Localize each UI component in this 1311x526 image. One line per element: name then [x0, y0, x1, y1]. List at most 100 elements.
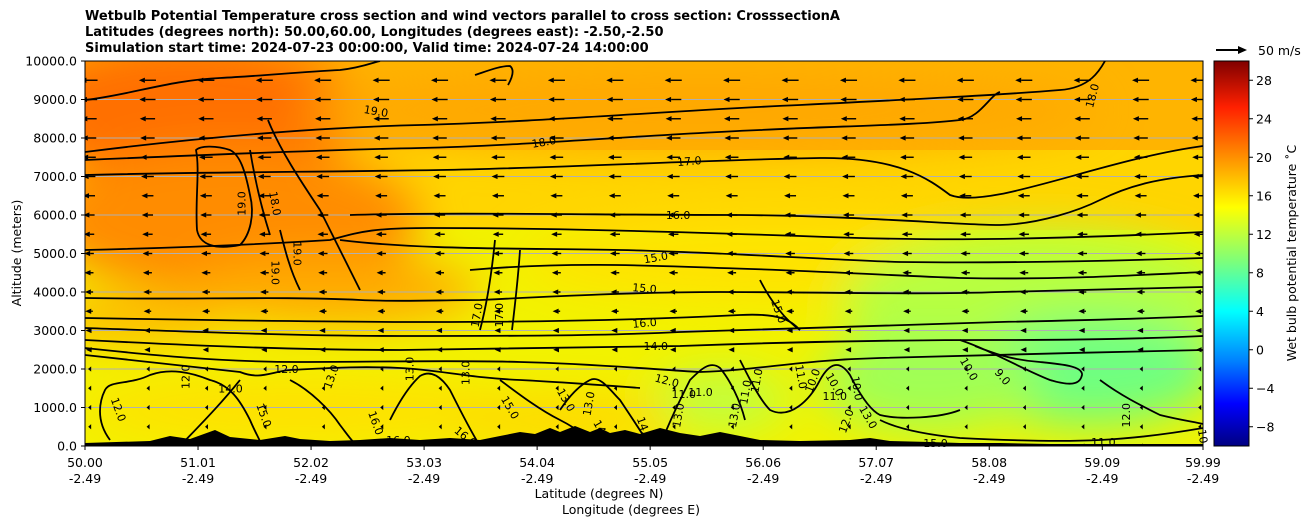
wind-arrow	[555, 404, 559, 411]
wind-arrow	[256, 96, 273, 103]
wind-arrow	[609, 212, 621, 218]
wind-arrow	[613, 385, 617, 391]
contour-line	[479, 239, 496, 331]
wind-arrow	[491, 154, 505, 160]
wind-arrow	[491, 193, 504, 199]
wind-arrow	[202, 308, 210, 314]
wind-arrow	[85, 193, 95, 199]
wind-arrow	[552, 289, 561, 295]
wind-arrow	[1078, 327, 1085, 334]
wind-arrow	[143, 308, 152, 314]
wind-arrow	[723, 77, 741, 83]
wind-arrow	[493, 250, 503, 257]
wind-arrow	[899, 135, 915, 141]
wind-arrow	[1022, 366, 1026, 372]
x-axis-label-longitude: Longitude (degrees E)	[562, 502, 700, 517]
wind-arrow	[730, 443, 734, 446]
wind-arrow	[493, 270, 503, 276]
y-tick-label: 7000.0	[33, 169, 77, 184]
wind-arrow	[672, 385, 676, 391]
wind-arrow	[433, 193, 446, 199]
wind-arrow	[318, 289, 327, 295]
wind-arrow	[847, 385, 851, 391]
colorbar-ticks: −8 −4 0 4 8 12 16 20 24 28	[1249, 73, 1274, 434]
svg-text:16.0: 16.0	[666, 209, 691, 222]
wind-arrow	[1022, 404, 1026, 411]
contour-line	[85, 61, 1106, 153]
contour-line	[85, 227, 1203, 251]
wind-arrow	[1139, 424, 1143, 430]
wind-arrow	[494, 327, 501, 334]
contour-label: 19.0	[268, 261, 281, 286]
svg-text:17.0: 17.0	[677, 154, 703, 169]
wind-arrow	[491, 173, 505, 180]
wind-arrow	[85, 135, 97, 141]
wind-arrow	[85, 308, 93, 314]
wind-arrow	[670, 347, 676, 353]
wind-arrow	[555, 385, 559, 391]
wind-arrow	[373, 116, 389, 122]
wind-arrow	[727, 308, 736, 314]
wind-arrow	[373, 135, 389, 141]
wind-arrow	[902, 289, 912, 295]
wind-arrow	[783, 154, 797, 160]
contour-label: 11.0	[671, 388, 696, 401]
wind-arrow	[142, 250, 153, 257]
wind-arrow	[497, 385, 501, 391]
svg-text:17.0: 17.0	[493, 303, 506, 328]
wind-arrow	[263, 385, 267, 391]
wind-arrow	[552, 327, 559, 334]
colorbar-tick-label: 20	[1256, 150, 1272, 165]
wind-arrow	[606, 77, 624, 83]
wind-arrow	[1139, 443, 1143, 446]
wind-arrow	[847, 366, 851, 372]
contour-label: 13.0	[404, 357, 417, 382]
wind-arrow	[85, 212, 95, 218]
svg-text:11.0: 11.0	[688, 386, 713, 399]
x-tick-label-lat: 55.05	[632, 455, 668, 470]
wind-arrow	[961, 289, 970, 295]
svg-text:18.0: 18.0	[266, 190, 283, 216]
contour-label: 17.0	[493, 303, 506, 328]
wind-arrow	[727, 270, 737, 276]
wind-arrow	[898, 96, 915, 103]
wind-arrow	[263, 443, 267, 446]
wind-arrow	[376, 270, 386, 276]
wind-arrow	[85, 231, 95, 237]
contour-label: 11.0	[688, 386, 713, 399]
wind-arrow	[1078, 308, 1086, 314]
wind-arrow	[315, 116, 331, 122]
x-tick-label-lat: 51.01	[180, 455, 216, 470]
wind-arrow	[842, 173, 855, 180]
contour-line	[85, 61, 381, 101]
wind-arrow	[900, 154, 914, 160]
contour-line	[511, 249, 521, 331]
contour-label: 12.0	[274, 363, 299, 376]
wind-arrow	[903, 327, 910, 334]
x-tick-label-lat: 59.99	[1185, 455, 1221, 470]
wind-arrow	[1134, 193, 1147, 199]
wind-arrow	[375, 193, 388, 199]
wind-arrow	[784, 193, 797, 199]
wind-arrow	[316, 173, 330, 180]
wind-arrow	[845, 327, 852, 334]
contour-label: 14.0	[644, 340, 669, 353]
svg-text:12.0: 12.0	[653, 372, 680, 391]
wind-arrow	[845, 347, 852, 353]
wind-arrow	[202, 347, 209, 353]
wind-arrow	[255, 77, 273, 83]
wind-arrow	[785, 270, 795, 276]
x-tick-label-lon: -2.49	[521, 471, 553, 486]
y-tick-label: 2000.0	[33, 362, 77, 377]
wind-arrow	[555, 443, 559, 446]
svg-text:19.0: 19.0	[236, 191, 249, 216]
wind-arrow	[1019, 289, 1028, 295]
colorbar-tick-label: −8	[1256, 419, 1274, 434]
wind-arrow	[1137, 347, 1144, 353]
contour-line	[469, 263, 1203, 280]
wind-arrow	[1198, 385, 1202, 391]
wind-arrow	[376, 289, 386, 295]
wind-arrow	[665, 96, 682, 103]
svg-text:12.0: 12.0	[180, 364, 193, 389]
wind-arrow	[610, 270, 620, 276]
